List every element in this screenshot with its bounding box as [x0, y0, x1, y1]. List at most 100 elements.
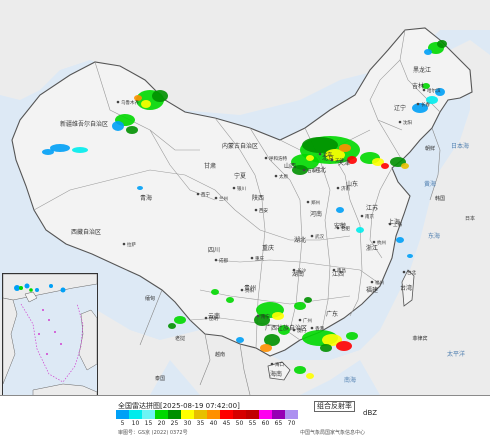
province-label: 安徽	[334, 222, 346, 230]
city-dot	[310, 326, 314, 330]
radar-echo	[168, 323, 176, 329]
radar-echoes	[42, 40, 447, 379]
radar-echo	[407, 254, 413, 258]
radar-echo	[336, 207, 344, 213]
color-swatch-60	[259, 410, 272, 419]
province-label: 浙江	[366, 244, 378, 252]
province-label: 北京	[322, 154, 334, 162]
province-label: 四川	[208, 247, 220, 254]
agency-credit: 中国气象局国家气象信息中心	[300, 430, 366, 436]
radar-echo	[42, 149, 54, 155]
province-label: 吉林	[412, 82, 424, 90]
radar-echo	[294, 366, 306, 374]
city-dot	[204, 316, 208, 320]
province-label: 湖南	[292, 270, 304, 278]
radar-echo	[50, 144, 70, 152]
city-label: 台北	[407, 269, 416, 276]
province-label: 江西	[332, 271, 344, 278]
radar-echo	[372, 158, 384, 166]
color-swatch-25	[168, 410, 181, 419]
country-label: 越南	[215, 351, 225, 358]
city-label: 昆明	[209, 316, 218, 322]
country-label: 菲律宾	[412, 335, 427, 342]
radar-echo	[137, 186, 143, 190]
radar-echo	[264, 334, 280, 346]
city-dot	[274, 174, 278, 178]
radar-echo	[141, 100, 151, 108]
city-dot	[214, 196, 218, 200]
color-swatch-30	[181, 410, 194, 419]
city-label: 沈阳	[403, 119, 412, 126]
city-label: 乌鲁木齐	[121, 99, 139, 106]
city-dot	[122, 242, 126, 246]
color-swatch-10	[129, 410, 142, 419]
radar-echo	[320, 344, 332, 352]
radar-echo	[325, 149, 345, 161]
city-dot	[336, 226, 340, 230]
province-label: 河北	[314, 166, 326, 174]
radar-echo	[260, 344, 272, 352]
city-label: 武汉	[315, 233, 324, 240]
province-label: 江苏	[366, 204, 378, 212]
province-label: 陕西	[252, 194, 264, 202]
radar-echo	[396, 237, 404, 243]
city-label: 合肥	[341, 225, 350, 232]
tick-label: 45	[222, 420, 231, 427]
city-dot	[270, 362, 274, 366]
province-label: 新疆维吾尔自治区	[60, 120, 108, 128]
radar-echo	[304, 297, 312, 303]
province-label: 湖北	[294, 236, 306, 244]
province-label: 西藏自治区	[71, 228, 101, 236]
province-label: 福建	[366, 286, 378, 294]
sea-label: 黄海	[424, 180, 436, 188]
tick-label: 35	[196, 420, 205, 427]
city-label: 长春	[421, 101, 430, 108]
radar-echo	[278, 325, 290, 335]
city-dot	[310, 234, 314, 238]
city-label: 石家庄	[307, 167, 321, 174]
city-label: 长沙	[297, 267, 306, 274]
province-label: 甘肃	[204, 162, 216, 170]
radar-echo	[424, 49, 432, 55]
city-dot	[318, 152, 322, 156]
city-label: 北京	[323, 151, 332, 158]
radar-echo	[401, 163, 409, 169]
radar-echo	[381, 163, 389, 169]
tick-label: 40	[209, 420, 218, 427]
city-label: 贵阳	[245, 287, 254, 294]
city-label: 上海	[393, 221, 402, 228]
city-dot	[254, 208, 258, 212]
city-label: 银川	[237, 185, 246, 192]
province-label: 广西壮族自治区	[265, 324, 307, 332]
product-label[interactable]: 组合反射率	[314, 401, 355, 412]
color-swatch-5	[116, 410, 129, 419]
city-dot	[214, 258, 218, 262]
city-dot	[360, 214, 364, 218]
color-swatch-50	[233, 410, 246, 419]
city-dot	[250, 256, 254, 260]
unit-label: dBZ	[363, 409, 378, 417]
country-label: 日本	[465, 215, 475, 222]
tick-label: 55	[248, 420, 257, 427]
city-dot	[264, 156, 268, 160]
city-label: 南宁	[261, 313, 270, 320]
city-label: 福州	[375, 279, 384, 286]
radar-echo	[347, 156, 357, 164]
sea-label: 太平洋	[447, 350, 465, 358]
city-dot	[398, 120, 402, 124]
city-dot	[402, 270, 406, 274]
city-label: 广州	[303, 317, 312, 324]
color-swatch-40	[207, 410, 220, 419]
province-label: 重庆	[262, 244, 274, 252]
color-swatch-55	[246, 410, 259, 419]
tick-label: 60	[261, 420, 270, 427]
province-label: 河南	[310, 210, 322, 218]
city-dot	[332, 268, 336, 272]
city-label: 西宁	[201, 191, 210, 198]
radar-map[interactable]: 黑龙江 吉林 辽宁 内蒙古自治区 新疆维吾尔自治区 西藏自治区 青海 甘肃 宁夏 陕西 山西 河北 北京…	[0, 0, 490, 397]
radar-echo	[306, 155, 314, 161]
city-dot	[336, 186, 340, 190]
north-land	[0, 0, 490, 115]
province-label: 海南	[270, 370, 282, 378]
